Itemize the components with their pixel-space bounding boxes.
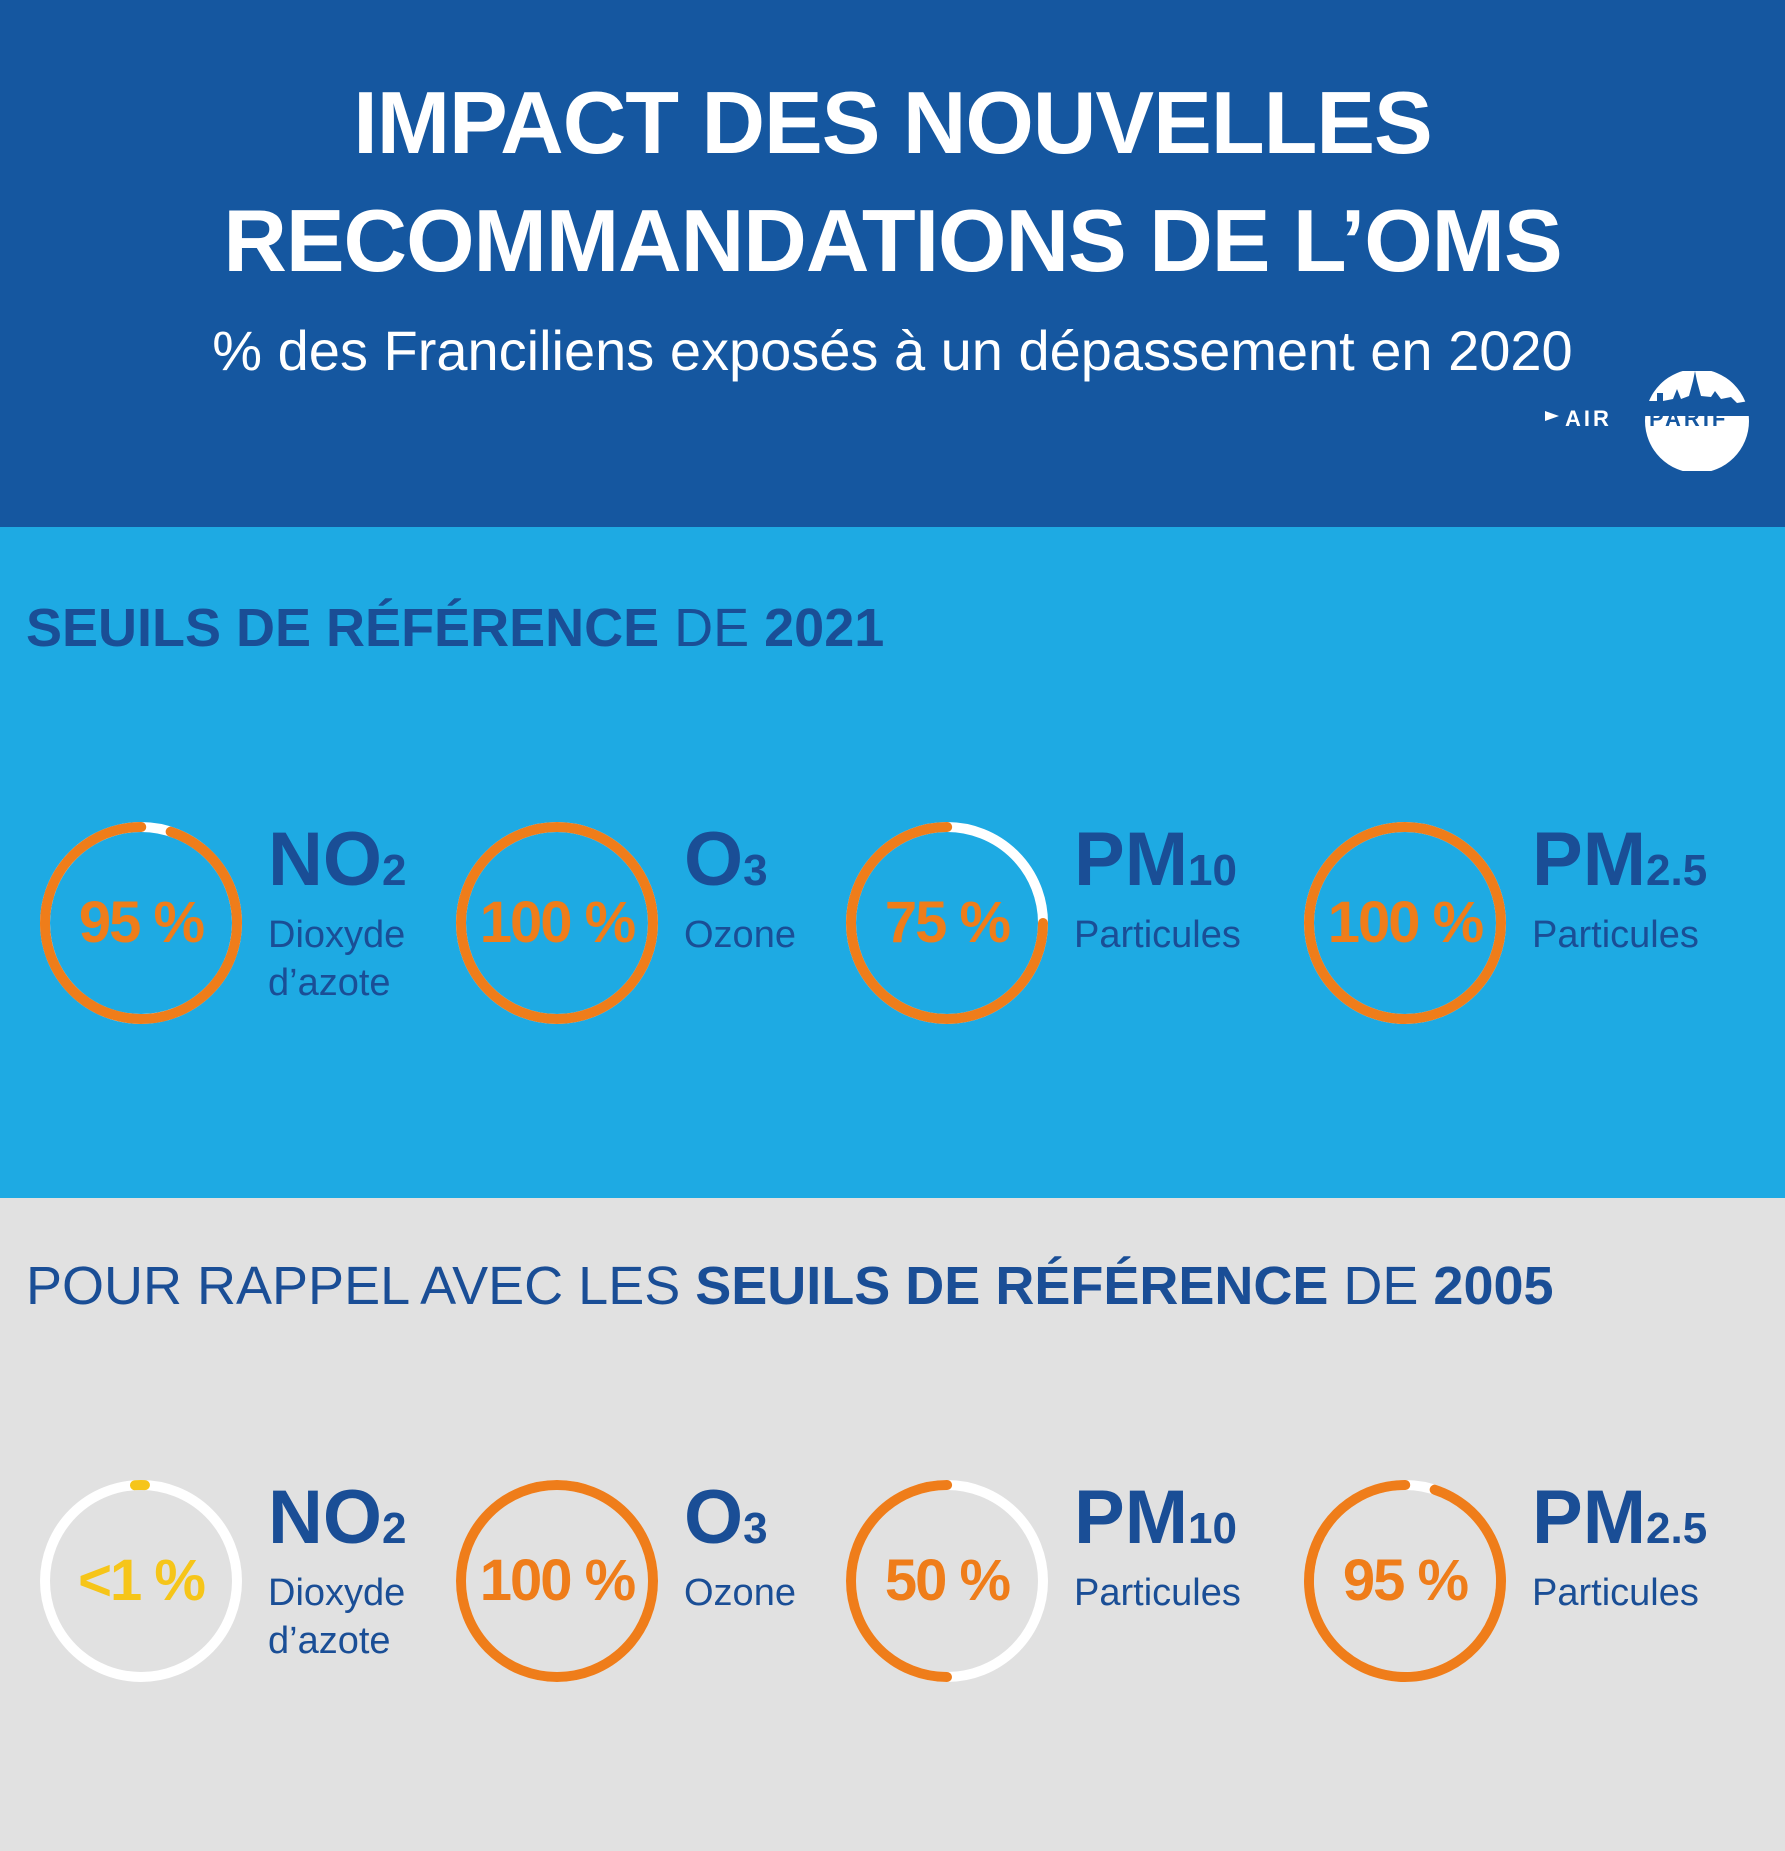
pollutant-formula: NO2 [268, 1478, 406, 1569]
formula-main: PM [1074, 1475, 1188, 1560]
section-2005-heading: POUR RAPPEL AVEC LES SEUILS DE RÉFÉRENCE… [26, 1256, 1554, 1316]
airparif-logo: AIR PARIF [1545, 369, 1755, 473]
section-2021: SEUILS DE RÉFÉRENCE DE 2021 95 % NO2 Dioxy… [0, 527, 1785, 1198]
pollutant-description: Dioxyde [268, 914, 406, 956]
pollutant-description: Dioxyde [268, 1572, 406, 1614]
formula-main: PM [1532, 1475, 1646, 1560]
pollutant-formula: PM10 [1074, 820, 1241, 911]
gauge-ring [36, 1476, 246, 1686]
pollutant-description: Particules [1532, 914, 1699, 956]
gauge-arc [1304, 1480, 1506, 1682]
pollutant-label: NO2 Dioxyde d’azote [268, 820, 406, 1007]
gauge-arc [1304, 822, 1506, 1024]
pollutant-description: Particules [1074, 1572, 1241, 1614]
pollutant-formula: O3 [684, 820, 796, 911]
formula-main: O [684, 817, 744, 902]
formula-main: O [684, 1475, 744, 1560]
formula-subscript: 2 [382, 846, 407, 895]
pollutant-description: Particules [1532, 1572, 1699, 1614]
pollutant-label: PM10 Particules [1074, 1478, 1241, 1617]
pollutant-formula: PM10 [1074, 1478, 1241, 1569]
gauge-value: <1 % [78, 1548, 206, 1613]
pollutant-label: PM2.5 Particules [1532, 1478, 1707, 1617]
pollutant-description-line2: d’azote [268, 1620, 391, 1662]
pollutant-formula: NO2 [268, 820, 406, 911]
pollutant-description: Ozone [684, 914, 796, 956]
gauge-value: 100 % [479, 1548, 636, 1613]
pollutant-label: NO2 Dioxyde d’azote [268, 1478, 406, 1665]
header: IMPACT DES NOUVELLES RECOMMANDATIONS DE … [0, 0, 1785, 527]
title-line-1: IMPACT DES NOUVELLES [353, 73, 1432, 172]
pollutant-formula: PM2.5 [1532, 820, 1707, 911]
formula-subscript: 10 [1188, 846, 1237, 895]
formula-subscript: 3 [743, 1504, 768, 1553]
pollutant-description-line2: d’azote [268, 962, 391, 1004]
gauge-arc [846, 1480, 1048, 1682]
pollutant-label: O3 Ozone [684, 820, 796, 959]
pollutant-description: Particules [1074, 914, 1241, 956]
logo-text-air: AIR [1565, 406, 1612, 431]
gauge-arc [846, 822, 1048, 1024]
gauge-value: 95 % [78, 890, 205, 955]
pollutant-description: Ozone [684, 1572, 796, 1614]
gauge-value: 75 % [884, 890, 1011, 955]
pollutant-formula: PM2.5 [1532, 1478, 1707, 1569]
formula-main: NO [268, 1475, 382, 1560]
gauge-ring [1300, 818, 1510, 1028]
pollutant-label: PM2.5 Particules [1532, 820, 1707, 959]
gauge-arc [456, 1480, 658, 1682]
pollutant-label: O3 Ozone [684, 1478, 796, 1617]
gauge-ring [452, 1476, 662, 1686]
gauge-ring [842, 818, 1052, 1028]
formula-main: NO [268, 817, 382, 902]
gauge-value: 95 % [1342, 1548, 1469, 1613]
pollutant-formula: O3 [684, 1478, 796, 1569]
gauge-ring [452, 818, 662, 1028]
gauge-value: 100 % [1327, 890, 1484, 955]
logo-text-parif: PARIF [1649, 406, 1728, 431]
formula-main: PM [1074, 817, 1188, 902]
gauge-value: 100 % [479, 890, 636, 955]
formula-subscript: 3 [743, 846, 768, 895]
gauge-arc [40, 1480, 242, 1682]
gauge-ring [842, 1476, 1052, 1686]
title-line-2: RECOMMANDATIONS DE L’OMS [223, 191, 1562, 290]
gauge-arc [456, 822, 658, 1024]
section-2021-heading: SEUILS DE RÉFÉRENCE DE 2021 [26, 598, 885, 658]
gauge-ring [36, 818, 246, 1028]
subtitle: % des Franciliens exposés à un dépasseme… [212, 319, 1573, 382]
pollutant-label: PM10 Particules [1074, 820, 1241, 959]
formula-subscript: 2.5 [1646, 1504, 1708, 1553]
formula-subscript: 2 [382, 1504, 407, 1553]
formula-subscript: 10 [1188, 1504, 1237, 1553]
section-2005: POUR RAPPEL AVEC LES SEUILS DE RÉFÉRENCE… [0, 1198, 1785, 1851]
gauge-ring [1300, 1476, 1510, 1686]
gauge-arc [40, 822, 242, 1024]
formula-main: PM [1532, 817, 1646, 902]
formula-subscript: 2.5 [1646, 846, 1708, 895]
gauge-value: 50 % [884, 1548, 1011, 1613]
